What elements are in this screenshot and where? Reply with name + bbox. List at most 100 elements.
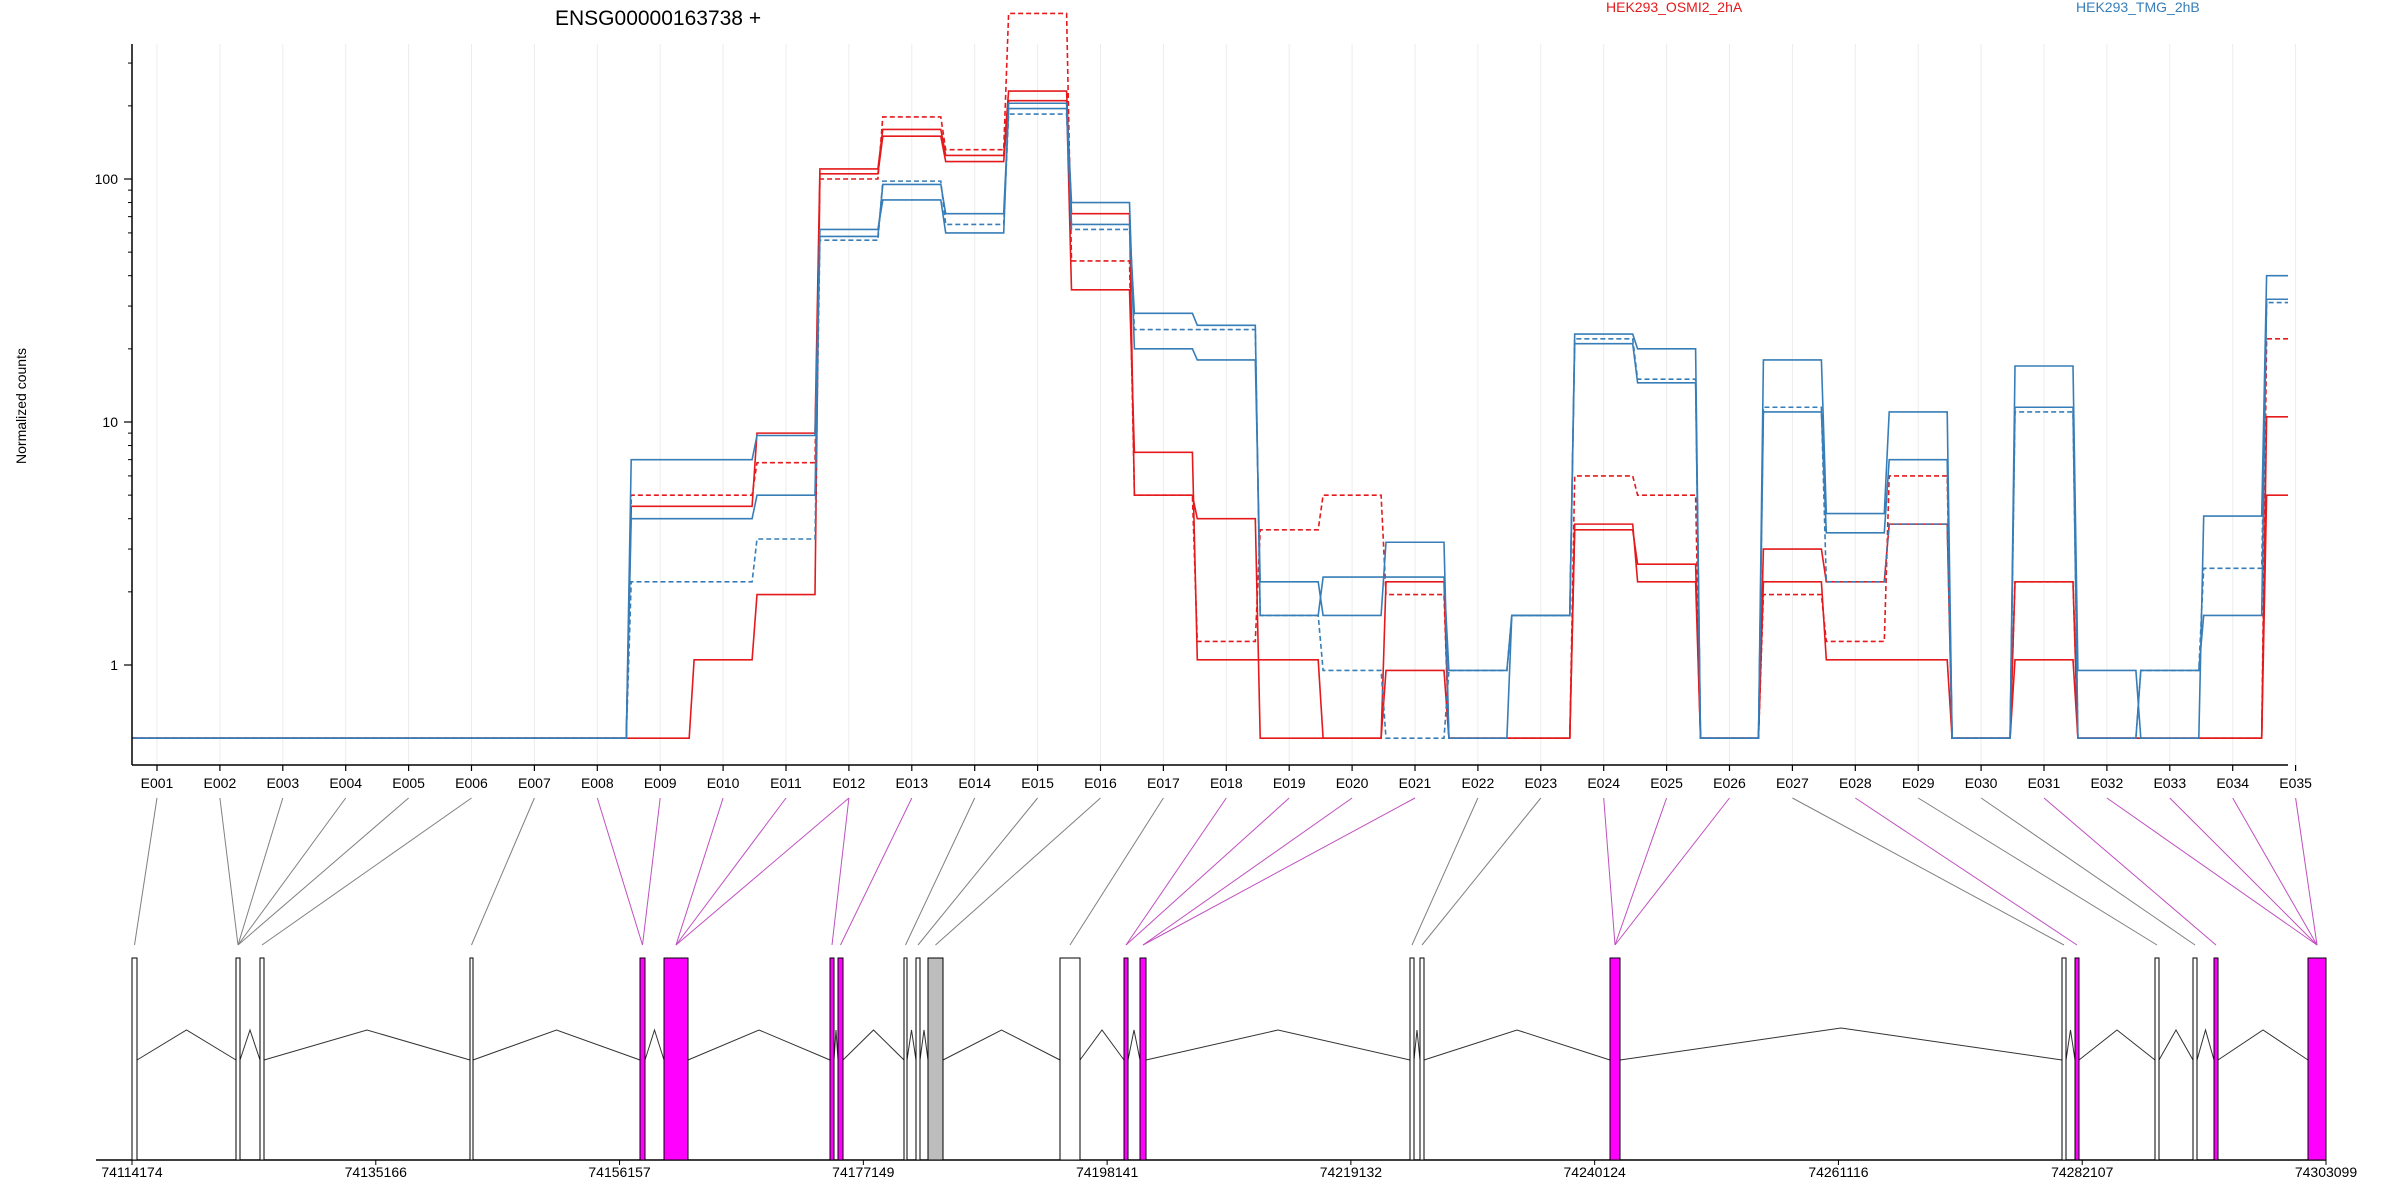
intron-line bbox=[1079, 1029, 1125, 1061]
exon-connector bbox=[134, 797, 158, 946]
exon-block bbox=[915, 957, 921, 1161]
x-tick-label: E031 bbox=[2028, 775, 2061, 791]
exon-connector bbox=[219, 797, 239, 946]
exon-block bbox=[2061, 957, 2067, 1161]
x-tick-label: E019 bbox=[1273, 775, 1306, 791]
exon-block bbox=[829, 957, 835, 1161]
exon-block bbox=[131, 957, 138, 1161]
exon-connector bbox=[1980, 797, 2196, 946]
intron-line bbox=[687, 1029, 831, 1061]
exon-connector bbox=[675, 797, 724, 946]
exon-connector bbox=[1792, 797, 2065, 946]
y-tick-label: 1 bbox=[110, 657, 118, 673]
x-tick-label: E023 bbox=[1524, 775, 1557, 791]
vertical-grid bbox=[156, 44, 2297, 765]
exon-connector bbox=[1411, 797, 1479, 946]
exon-connector bbox=[831, 797, 850, 946]
exon-connector bbox=[1917, 797, 2158, 946]
x-tick-label: E001 bbox=[141, 775, 174, 791]
intron-line bbox=[1127, 1029, 1141, 1061]
exon-connector bbox=[1855, 797, 2078, 946]
x-tick-label: E017 bbox=[1147, 775, 1180, 791]
exon-block bbox=[469, 957, 474, 1161]
exon-connector bbox=[840, 797, 913, 946]
intron-line bbox=[2078, 1029, 2156, 1061]
x-tick-label: E033 bbox=[2153, 775, 2186, 791]
x-tick-label: E003 bbox=[266, 775, 299, 791]
intron-line bbox=[472, 1029, 641, 1061]
plot-area bbox=[132, 12, 2288, 739]
series-line-4 bbox=[132, 107, 2288, 739]
exon-block bbox=[1123, 957, 1129, 1161]
exon-connector bbox=[237, 797, 284, 946]
exon-connector bbox=[675, 797, 787, 946]
exon-block bbox=[1059, 957, 1081, 1161]
x-tick-label: E020 bbox=[1336, 775, 1369, 791]
intron-line bbox=[2217, 1029, 2309, 1061]
exon-connector bbox=[1125, 797, 1290, 946]
x-tick-label: E035 bbox=[2279, 775, 2312, 791]
exon-connectors bbox=[134, 797, 2318, 946]
exon-connector bbox=[596, 797, 643, 946]
gene-model bbox=[96, 957, 2327, 1161]
x-tick-label: E004 bbox=[329, 775, 362, 791]
exon-block bbox=[235, 957, 241, 1161]
exon-connector bbox=[237, 797, 347, 946]
x-tick-label: E028 bbox=[1839, 775, 1872, 791]
series-line-1 bbox=[132, 90, 2288, 739]
legend-entry-osmi2: HEK293_OSMI2_2hA bbox=[1606, 0, 1743, 15]
x-tick-label: E018 bbox=[1210, 775, 1243, 791]
coordinate-label: 74135166 bbox=[345, 1164, 408, 1180]
x-tick-label: E012 bbox=[833, 775, 866, 791]
exon-connector bbox=[1142, 797, 1353, 946]
exon-connector bbox=[2169, 797, 2318, 946]
exon-connector bbox=[2295, 797, 2318, 946]
coordinate-label: 74219132 bbox=[1320, 1164, 1383, 1180]
exon-connector bbox=[935, 797, 1101, 946]
x-tick-label: E010 bbox=[707, 775, 740, 791]
exon-connector bbox=[261, 797, 472, 946]
intron-line bbox=[2158, 1028, 2194, 1061]
exon-connector bbox=[642, 797, 661, 946]
exon-connector bbox=[1614, 797, 1668, 946]
x-tick-label: E022 bbox=[1462, 775, 1495, 791]
x-tick-label: E032 bbox=[2091, 775, 2124, 791]
exon-connector bbox=[237, 797, 409, 946]
series-line-5 bbox=[132, 102, 2288, 739]
exon-connector bbox=[2106, 797, 2318, 946]
exon-connector bbox=[2043, 797, 2217, 946]
exon-block bbox=[2213, 957, 2219, 1161]
chart-title: ENSG00000163738 + bbox=[555, 7, 761, 30]
coordinate-label: 74303099 bbox=[2295, 1164, 2358, 1180]
x-tick-label: E002 bbox=[204, 775, 237, 791]
y-tick-label: 10 bbox=[102, 414, 118, 430]
x-tick-label: E015 bbox=[1021, 775, 1054, 791]
exon-block bbox=[903, 957, 908, 1161]
exon-block bbox=[1609, 957, 1621, 1161]
intron-line bbox=[1145, 1029, 1411, 1061]
x-tick-label: E006 bbox=[455, 775, 488, 791]
x-tick-label: E030 bbox=[1965, 775, 1998, 791]
exon-block bbox=[927, 957, 944, 1161]
legend-entry-tmg: HEK293_TMG_2hB bbox=[2076, 0, 2200, 15]
x-tick-label: E025 bbox=[1650, 775, 1683, 791]
intron-line bbox=[136, 1029, 237, 1061]
exon-block bbox=[2154, 957, 2160, 1161]
intron-line bbox=[842, 1029, 905, 1061]
coordinate-label: 74177149 bbox=[832, 1164, 895, 1180]
y-tick-label: 100 bbox=[95, 171, 119, 187]
intron-line bbox=[2065, 1029, 2076, 1061]
x-tick-label: E007 bbox=[518, 775, 551, 791]
coordinate-label: 74198141 bbox=[1076, 1164, 1139, 1180]
exon-connector bbox=[675, 797, 850, 946]
intron-line bbox=[263, 1029, 471, 1061]
intron-line bbox=[942, 1029, 1061, 1061]
exon-connector bbox=[1142, 797, 1416, 946]
intron-line bbox=[2196, 1028, 2215, 1061]
x-tick-label: E005 bbox=[392, 775, 425, 791]
axes bbox=[131, 44, 2288, 766]
exon-connector bbox=[2232, 797, 2318, 946]
series-line-2 bbox=[132, 99, 2288, 739]
intron-line bbox=[239, 1028, 261, 1061]
